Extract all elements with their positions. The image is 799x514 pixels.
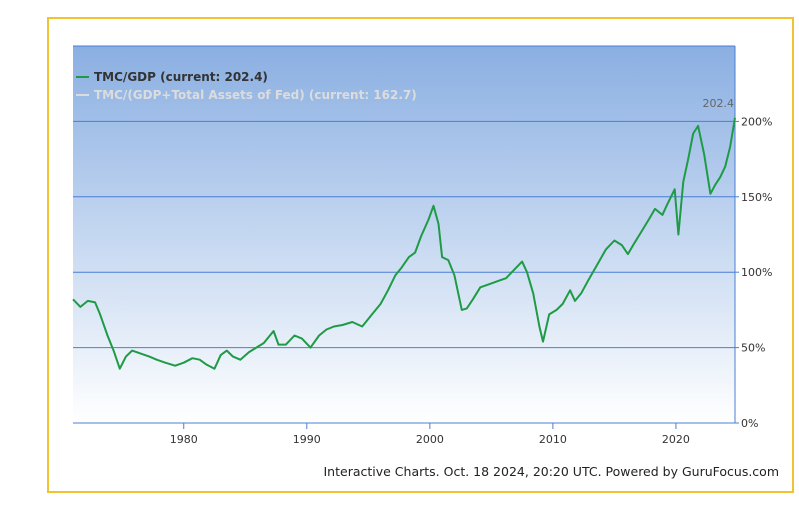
legend-label-0[interactable]: TMC/GDP (current: 202.4) xyxy=(94,70,268,84)
y-tick-label-150: 150% xyxy=(741,191,772,204)
chart-credit[interactable]: Interactive Charts. Oct. 18 2024, 20:20 … xyxy=(323,464,780,479)
y-tick-label-100: 100% xyxy=(741,266,772,279)
current-value-label: 202.4 xyxy=(703,97,735,110)
y-tick-label-0: 0% xyxy=(741,417,758,430)
x-tick-label-2010: 2010 xyxy=(539,433,567,446)
y-tick-label-200: 200% xyxy=(741,115,772,128)
x-tick-label-1990: 1990 xyxy=(293,433,321,446)
x-tick-label-2000: 2000 xyxy=(416,433,444,446)
plot-area xyxy=(73,46,735,423)
chart-frame: 0% 50% 100% 150% 200% 1980 1990 2000 2010 2020 TM… xyxy=(47,17,794,493)
y-tick-label-50: 50% xyxy=(741,342,765,355)
tmc-gdp-chart: 0% 50% 100% 150% 200% 1980 1990 2000 2010 2020 TM… xyxy=(72,45,772,446)
series-line-0[interactable] xyxy=(72,117,736,370)
legend-label-1[interactable]: TMC/(GDP+Total Assets of Fed) (current: … xyxy=(94,88,417,102)
x-tick-label-2020: 2020 xyxy=(662,433,690,446)
x-tick-label-1980: 1980 xyxy=(170,433,198,446)
